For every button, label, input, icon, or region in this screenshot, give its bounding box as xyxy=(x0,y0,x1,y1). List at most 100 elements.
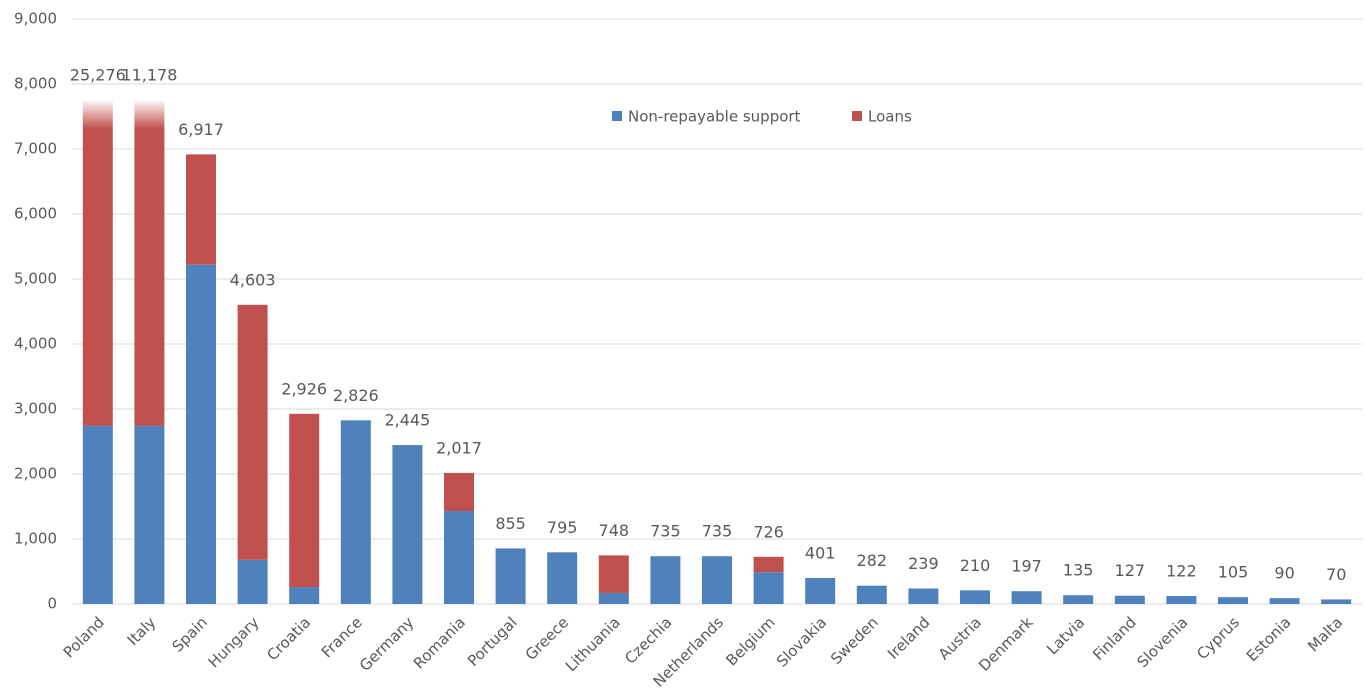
x-tick-label: Latvia xyxy=(1043,613,1088,658)
bar-segment xyxy=(960,590,990,604)
bar-segment xyxy=(444,511,474,604)
x-tick-label: Greece xyxy=(522,613,572,663)
x-tick-label: Malta xyxy=(1304,613,1346,655)
bar-segment xyxy=(598,555,629,593)
bar-fade xyxy=(133,99,166,129)
total-label: 735 xyxy=(650,522,681,541)
bar-segment xyxy=(82,100,113,426)
total-label: 282 xyxy=(857,551,888,570)
bar-segment xyxy=(650,556,681,604)
total-label: 855 xyxy=(495,514,526,533)
x-tick-label: Estonia xyxy=(1243,613,1295,665)
bar-fade xyxy=(81,99,114,129)
x-tick-label: Belgium xyxy=(722,613,778,669)
total-label: 4,603 xyxy=(230,270,276,289)
y-tick-label: 9,000 xyxy=(14,10,57,28)
x-tick-label: Spain xyxy=(169,613,211,655)
total-label: 210 xyxy=(960,556,991,575)
total-label: 90 xyxy=(1274,564,1294,583)
bar-segment xyxy=(753,556,784,573)
bar-segment xyxy=(1218,597,1248,604)
bar-segment xyxy=(237,559,268,604)
x-tick-label: Lithuania xyxy=(562,613,624,675)
total-label: 25,276 xyxy=(70,66,126,85)
bar-segment xyxy=(237,304,268,560)
total-label: 2,445 xyxy=(384,411,430,430)
bar-segment xyxy=(289,587,320,604)
total-label: 735 xyxy=(702,522,733,541)
total-label: 197 xyxy=(1011,557,1042,576)
bar-segment xyxy=(495,548,526,604)
x-tick-label: Denmark xyxy=(975,613,1037,675)
total-label: 2,017 xyxy=(436,438,482,457)
x-tick-label: Cyprus xyxy=(1193,613,1243,663)
x-tick-label: Finland xyxy=(1089,613,1140,664)
legend-swatch xyxy=(852,111,862,121)
bar-segment xyxy=(702,556,732,604)
bar-segment xyxy=(1011,591,1042,604)
total-label: 135 xyxy=(1063,561,1094,580)
total-label: 70 xyxy=(1326,565,1346,584)
x-tick-label: Romania xyxy=(410,613,469,672)
legend-label: Loans xyxy=(868,108,912,126)
legend-label: Non-repayable support xyxy=(628,108,801,126)
y-tick-label: 7,000 xyxy=(14,140,57,158)
total-label: 239 xyxy=(908,554,939,573)
bar-segment xyxy=(82,425,113,604)
bar-segment xyxy=(1063,595,1094,604)
bar-segment xyxy=(1269,598,1300,604)
x-tick-label: Sweden xyxy=(827,613,882,668)
total-label: 127 xyxy=(1115,561,1146,580)
legend-swatch xyxy=(612,111,622,121)
bar-segment xyxy=(1166,596,1197,604)
total-label: 726 xyxy=(753,522,784,541)
x-tick-label: Hungary xyxy=(205,613,263,671)
y-tick-label: 2,000 xyxy=(14,465,57,483)
total-label: 6,917 xyxy=(178,120,224,139)
x-tick-label: Ireland xyxy=(884,613,933,662)
y-tick-label: 1,000 xyxy=(14,530,57,548)
bar-segment xyxy=(856,585,887,604)
total-label: 11,178 xyxy=(121,66,177,85)
bar-segment xyxy=(186,264,216,604)
bar-segment xyxy=(1321,599,1352,604)
x-tick-label: Portugal xyxy=(464,613,521,670)
x-tick-label: France xyxy=(318,613,366,661)
x-tick-label: Slovakia xyxy=(773,613,830,670)
bar-segment xyxy=(1114,595,1145,604)
bar-segment xyxy=(598,592,629,604)
x-tick-label: Poland xyxy=(60,613,108,661)
y-tick-label: 3,000 xyxy=(14,400,57,418)
x-tick-label: Germany xyxy=(356,613,418,675)
bar-segment xyxy=(134,425,165,604)
y-tick-label: 6,000 xyxy=(14,205,57,223)
grid xyxy=(72,18,1362,605)
total-label: 748 xyxy=(599,521,630,540)
bars xyxy=(81,99,1352,604)
bar-segment xyxy=(547,552,578,604)
bar-segment xyxy=(753,572,784,604)
bar-segment xyxy=(134,100,165,426)
bar-segment xyxy=(392,445,423,604)
total-label: 105 xyxy=(1218,563,1249,582)
y-tick-label: 5,000 xyxy=(14,270,57,288)
total-label: 2,826 xyxy=(333,386,379,405)
x-tick-label: Austria xyxy=(935,613,985,663)
x-tick-label: Croatia xyxy=(263,613,314,664)
bar-segment xyxy=(289,413,320,588)
y-tick-label: 0 xyxy=(47,595,57,613)
bar-segment xyxy=(805,577,836,604)
total-label: 2,926 xyxy=(281,379,327,398)
y-tick-label: 8,000 xyxy=(14,75,57,93)
y-tick-label: 4,000 xyxy=(14,335,57,353)
bar-segment xyxy=(340,420,371,604)
total-label: 122 xyxy=(1166,562,1197,581)
total-label: 401 xyxy=(805,543,836,562)
bar-segment xyxy=(908,588,939,604)
total-label: 795 xyxy=(547,518,578,537)
x-tick-label: Italy xyxy=(124,613,160,649)
bar-segment xyxy=(186,154,216,265)
bar-segment xyxy=(444,472,474,512)
x-tick-label: Slovenia xyxy=(1134,613,1192,671)
